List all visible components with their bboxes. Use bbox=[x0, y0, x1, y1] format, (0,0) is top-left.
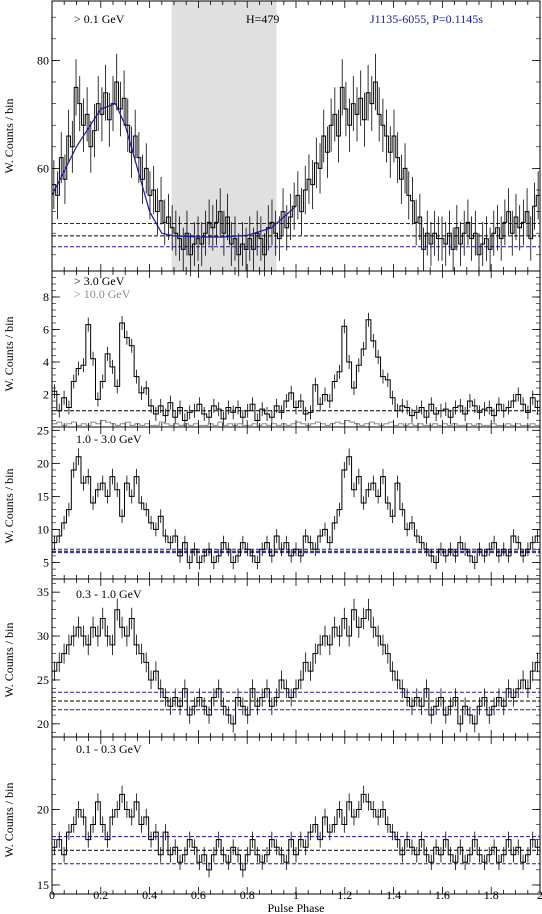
y-tick-label: 10 bbox=[37, 522, 49, 536]
y-tick-label: 80 bbox=[37, 53, 49, 67]
pulsar-name-label: J1135-6055, P=0.1145s bbox=[370, 12, 483, 26]
x-tick-label: 0.4 bbox=[142, 888, 157, 902]
x-tick-label: 0.8 bbox=[240, 888, 255, 902]
histogram-0-1-to-0-3-gev bbox=[52, 793, 540, 871]
histogram-above-3-gev bbox=[52, 319, 540, 421]
y-tick-label: 20 bbox=[37, 456, 49, 470]
panel-frame bbox=[51, 0, 541, 272]
energy-label: > 3.0 GeV bbox=[74, 274, 125, 288]
y-axis-label: W. Counts / bin bbox=[2, 623, 16, 698]
x-tick-label: 0 bbox=[49, 888, 55, 902]
histogram-1-to-3-gev bbox=[52, 456, 540, 563]
y-tick-label: 20 bbox=[37, 802, 49, 816]
x-tick-label: 1.8 bbox=[484, 888, 499, 902]
histogram-0-3-to-1-gev bbox=[52, 609, 540, 725]
y-axis-label: W. Counts / bin bbox=[2, 99, 16, 174]
energy-label: 1.0 - 3.0 GeV bbox=[76, 432, 142, 446]
x-tick-label: 0.6 bbox=[191, 888, 206, 902]
y-axis-label: W. Counts / bin bbox=[2, 317, 16, 392]
histogram-above-0-1-gev bbox=[52, 81, 540, 256]
y-axis-label: W. Counts / bin bbox=[2, 783, 16, 858]
panel-above-0-1-gev: 60 80 > 0.1 GeV H=479 J1135-6055, P=0.114… bbox=[2, 0, 541, 277]
y-tick-label: 25 bbox=[37, 673, 49, 687]
x-tick-label: 1 bbox=[293, 888, 299, 902]
energy-label-high: > 10.0 GeV bbox=[74, 287, 131, 301]
y-tick-label: 6 bbox=[43, 323, 49, 337]
y-tick-label: 2 bbox=[43, 388, 49, 402]
panel-0-3-to-1-gev: 20 25 30 35 0.3 - 1.0 GeV W. Counts / bin bbox=[2, 578, 541, 738]
x-tick-label: 1.2 bbox=[337, 888, 352, 902]
energy-label: 0.3 - 1.0 GeV bbox=[76, 587, 142, 601]
panel-1-to-3-gev: 5 10 15 20 25 1.0 - 3.0 GeV W. Counts / bin bbox=[2, 423, 541, 580]
x-tick-label: 2 bbox=[537, 888, 542, 902]
y-tick-label: 15 bbox=[37, 878, 49, 892]
panel-0-1-to-0-3-gev: 15 20 0.1 - 0.3 GeV W. Counts / bin bbox=[2, 736, 541, 895]
x-tick-label: 0.2 bbox=[93, 888, 108, 902]
y-tick-label: 15 bbox=[37, 489, 49, 503]
x-tick-label: 1.6 bbox=[435, 888, 450, 902]
y-tick-label: 4 bbox=[43, 355, 49, 369]
h-test-label: H=479 bbox=[246, 12, 279, 26]
x-tick-label: 1.4 bbox=[386, 888, 401, 902]
panel-frame bbox=[51, 736, 541, 895]
panel-frame bbox=[51, 578, 541, 738]
y-axis-label: W. Counts / bin bbox=[2, 469, 16, 544]
y-tick-label: 60 bbox=[37, 161, 49, 175]
y-tick-label: 8 bbox=[43, 290, 49, 304]
energy-label: 0.1 - 0.3 GeV bbox=[76, 742, 142, 756]
y-tick-label: 35 bbox=[37, 585, 49, 599]
y-tick-label: 25 bbox=[37, 423, 49, 437]
energy-label: > 0.1 GeV bbox=[74, 12, 125, 26]
y-tick-label: 20 bbox=[37, 717, 49, 731]
histogram-above-10-gev bbox=[52, 420, 540, 426]
y-tick-label: 5 bbox=[43, 555, 49, 569]
y-tick-label: 30 bbox=[37, 629, 49, 643]
panel-frame bbox=[51, 426, 541, 580]
panel-above-3-gev: 2 4 6 8 > 3.0 GeV > 10.0 GeV W. Counts / bi… bbox=[2, 270, 541, 428]
pulse-fit-curve bbox=[51, 102, 297, 238]
x-axis-label: Pulse Phase bbox=[268, 901, 325, 914]
